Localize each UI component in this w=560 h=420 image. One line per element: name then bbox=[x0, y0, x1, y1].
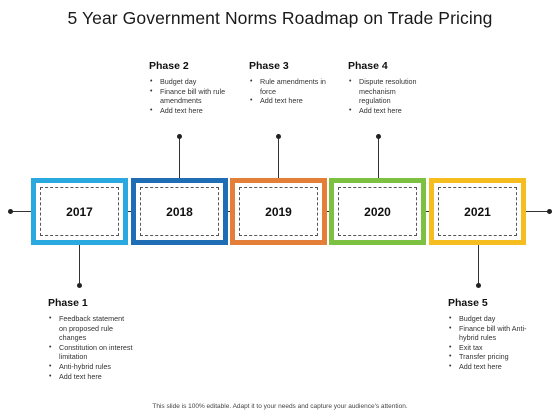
phase-5-title: Phase 5 bbox=[448, 297, 488, 309]
phase-1-dot bbox=[77, 283, 82, 288]
phase-3-connector bbox=[278, 136, 279, 178]
page-title: 5 Year Government Norms Roadmap on Trade… bbox=[67, 8, 493, 28]
phase-2: Phase 2 Budget day Finance bill with rul… bbox=[149, 60, 259, 115]
list-item: Finance bill with rule amendments bbox=[149, 87, 232, 106]
phase-1-connector bbox=[79, 245, 80, 285]
list-item: Exit tax bbox=[448, 343, 558, 353]
list-item: Transfer pricing bbox=[448, 352, 558, 362]
year-label: 2021 bbox=[438, 187, 517, 236]
list-item: Feedback statement on proposed rule chan… bbox=[48, 314, 133, 343]
year-box-2021: 2021 bbox=[429, 178, 526, 245]
timeline-start-dot bbox=[8, 209, 13, 214]
list-item: Add text here bbox=[348, 106, 458, 116]
phase-5: Phase 5 Budget day Finance bill with Ant… bbox=[448, 297, 558, 372]
phase-4-list: Dispute resolution mechanism regulation … bbox=[348, 77, 458, 115]
phase-5-dot bbox=[476, 283, 481, 288]
phase-3-title: Phase 3 bbox=[249, 60, 289, 72]
list-item: Budget day bbox=[448, 314, 558, 324]
phase-2-title: Phase 2 bbox=[149, 60, 189, 72]
phase-3-list: Rule amendments in force Add text here bbox=[249, 77, 359, 106]
phase-5-connector bbox=[478, 245, 479, 285]
year-box-2020: 2020 bbox=[329, 178, 426, 245]
year-box-2019: 2019 bbox=[230, 178, 327, 245]
timeline-end-dot bbox=[547, 209, 552, 214]
phase-1-list: Feedback statement on proposed rule chan… bbox=[48, 314, 158, 381]
list-item: Constitution on interest limitation bbox=[48, 343, 133, 362]
list-item: Add text here bbox=[448, 362, 558, 372]
phase-4-connector bbox=[378, 136, 379, 178]
phase-4-title: Phase 4 bbox=[348, 60, 388, 72]
footer-note: This slide is 100% editable. Adapt it to… bbox=[152, 403, 408, 410]
phase-4-dot bbox=[376, 134, 381, 139]
phase-1-title: Phase 1 bbox=[48, 297, 88, 309]
phase-4: Phase 4 Dispute resolution mechanism reg… bbox=[348, 60, 458, 115]
phase-1: Phase 1 Feedback statement on proposed r… bbox=[48, 297, 158, 381]
phase-3: Phase 3 Rule amendments in force Add tex… bbox=[249, 60, 359, 106]
year-label: 2019 bbox=[239, 187, 318, 236]
phase-2-list: Budget day Finance bill with rule amendm… bbox=[149, 77, 259, 115]
year-label: 2018 bbox=[140, 187, 219, 236]
year-box-2018: 2018 bbox=[131, 178, 228, 245]
list-item: Dispute resolution mechanism regulation bbox=[348, 77, 427, 106]
phase-2-dot bbox=[177, 134, 182, 139]
list-item: Finance bill with Anti-hybrid rules bbox=[448, 324, 531, 343]
list-item: Budget day bbox=[149, 77, 259, 87]
phase-3-dot bbox=[276, 134, 281, 139]
year-box-2017: 2017 bbox=[31, 178, 128, 245]
phase-5-list: Budget day Finance bill with Anti-hybrid… bbox=[448, 314, 558, 372]
list-item: Anti-hybrid rules bbox=[48, 362, 158, 372]
list-item: Add text here bbox=[249, 96, 359, 106]
year-label: 2020 bbox=[338, 187, 417, 236]
phase-2-connector bbox=[179, 136, 180, 178]
list-item: Add text here bbox=[149, 106, 259, 116]
list-item: Rule amendments in force bbox=[249, 77, 326, 96]
year-label: 2017 bbox=[40, 187, 119, 236]
list-item: Add text here bbox=[48, 372, 158, 382]
